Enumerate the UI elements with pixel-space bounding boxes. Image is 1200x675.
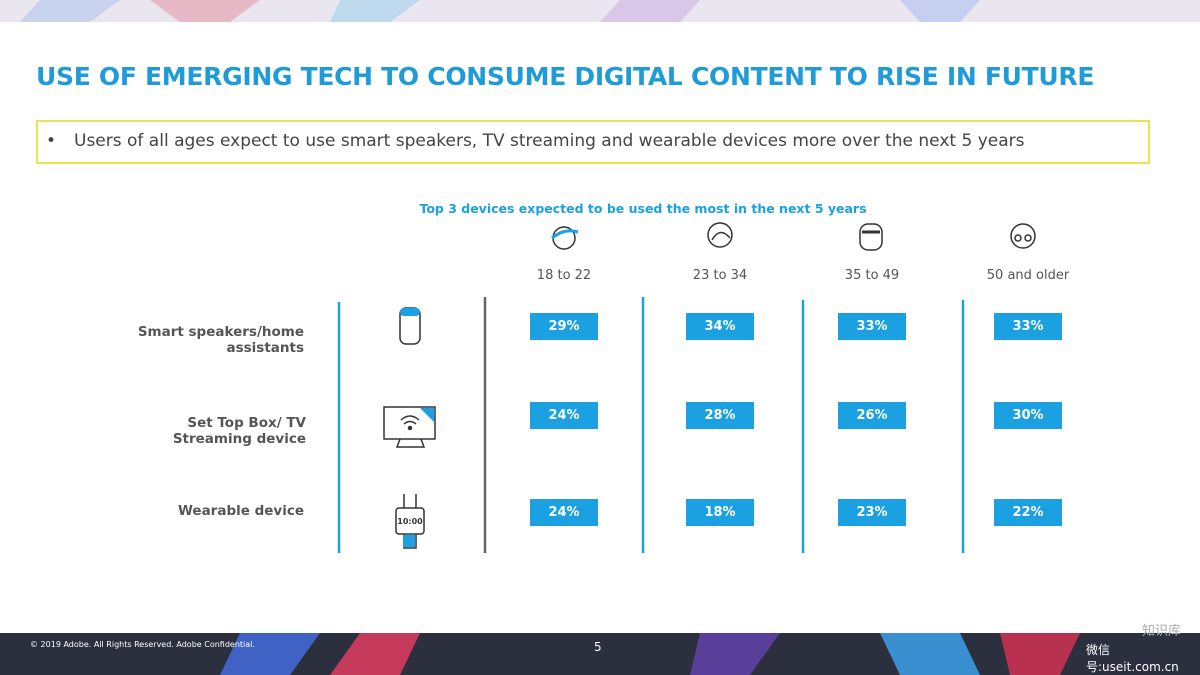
value-cell: 30% bbox=[994, 402, 1062, 429]
value-cell: 34% bbox=[686, 313, 754, 340]
bullet-box: • Users of all ages expect to use smart … bbox=[36, 120, 1150, 164]
column-header: 50 and older bbox=[986, 268, 1070, 283]
column-header: 35 to 49 bbox=[844, 268, 900, 283]
row-label: Wearable device bbox=[178, 503, 304, 519]
copyright: © 2019 Adobe. All Rights Reserved. Adobe… bbox=[30, 640, 255, 649]
row-label: Smart speakers/home assistants bbox=[137, 324, 304, 356]
value-cell: 33% bbox=[994, 313, 1062, 340]
bullet-dot: • bbox=[46, 131, 57, 151]
value-cell: 24% bbox=[530, 499, 598, 526]
value-cell: 33% bbox=[838, 313, 906, 340]
column-header: 18 to 22 bbox=[536, 268, 592, 283]
table-caption: Top 3 devices expected to be used the mo… bbox=[419, 201, 867, 216]
row-label: Set Top Box/ TV Streaming device bbox=[172, 415, 306, 447]
watermark-title: 知识库 bbox=[1142, 624, 1182, 639]
column-header: 23 to 34 bbox=[692, 268, 748, 283]
watch-time: 10:00 bbox=[397, 517, 423, 526]
value-cell: 26% bbox=[838, 402, 906, 429]
watermark: 微信号:useit.com.cn bbox=[1086, 643, 1179, 674]
page-number: 5 bbox=[594, 640, 602, 654]
bullet-text: Users of all ages expect to use smart sp… bbox=[74, 131, 1025, 151]
value-cell: 29% bbox=[530, 313, 598, 340]
value-cell: 28% bbox=[686, 402, 754, 429]
value-cell: 23% bbox=[838, 499, 906, 526]
value-cell: 18% bbox=[686, 499, 754, 526]
value-cell: 22% bbox=[994, 499, 1062, 526]
value-cell: 24% bbox=[530, 402, 598, 429]
title: USE OF EMERGING TECH TO CONSUME DIGITAL … bbox=[36, 62, 1095, 91]
